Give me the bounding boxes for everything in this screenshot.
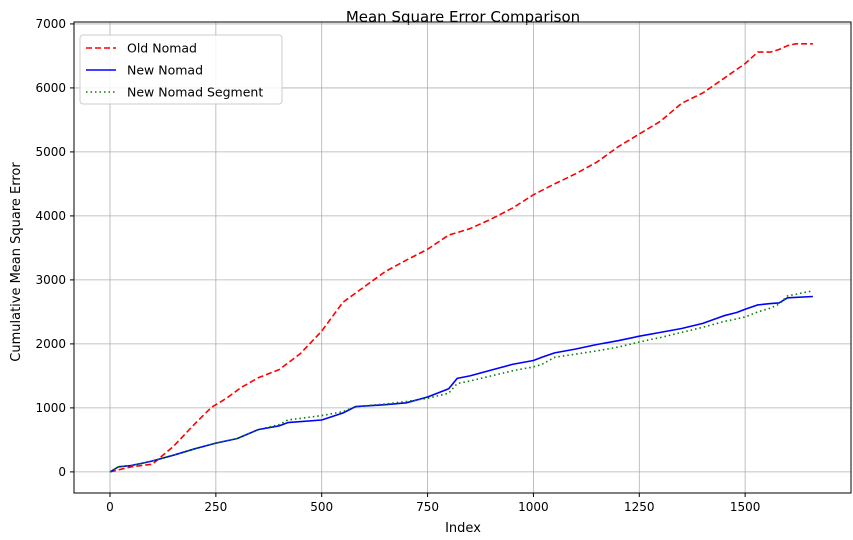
legend-label: New Nomad (127, 63, 203, 78)
y-tick-label: 7000 (35, 17, 66, 31)
x-tick-label: 1000 (518, 500, 549, 514)
y-axis-label: Cumulative Mean Square Error (9, 162, 24, 362)
x-tick-label: 250 (204, 500, 227, 514)
series-line-old-nomad (109, 42, 813, 473)
y-tick-label: 5000 (35, 145, 66, 159)
x-tick-label: 750 (416, 500, 439, 514)
y-tick-label: 1000 (35, 401, 66, 415)
y-tick-label: 6000 (35, 81, 66, 95)
legend: Old Nomad New Nomad New Nomad Segment (79, 34, 283, 105)
series-layer (109, 42, 814, 473)
x-tick-label: 1250 (624, 500, 655, 514)
y-tick-label: 3000 (35, 273, 66, 287)
y-tick-label: 0 (58, 465, 66, 479)
legend-label: New Nomad Segment (127, 85, 263, 100)
x-axis-label: Index (445, 521, 481, 536)
x-tick-label: 1500 (730, 500, 761, 514)
legend-box (79, 34, 283, 105)
chart-title: Mean Square Error Comparison (346, 8, 580, 26)
x-tick-label: 0 (106, 500, 114, 514)
y-tick-label: 2000 (35, 337, 66, 351)
x-axis: 0 250 500 750 1000 1250 1500 (106, 493, 760, 514)
series-line-new-nomad (109, 295, 813, 473)
legend-label: Old Nomad (127, 41, 197, 56)
y-axis: 0 1000 2000 3000 4000 5000 6000 7000 (35, 17, 74, 479)
grid (74, 22, 851, 493)
plot-frame (73, 21, 852, 494)
x-tick-label: 500 (310, 500, 333, 514)
y-tick-label: 4000 (35, 209, 66, 223)
